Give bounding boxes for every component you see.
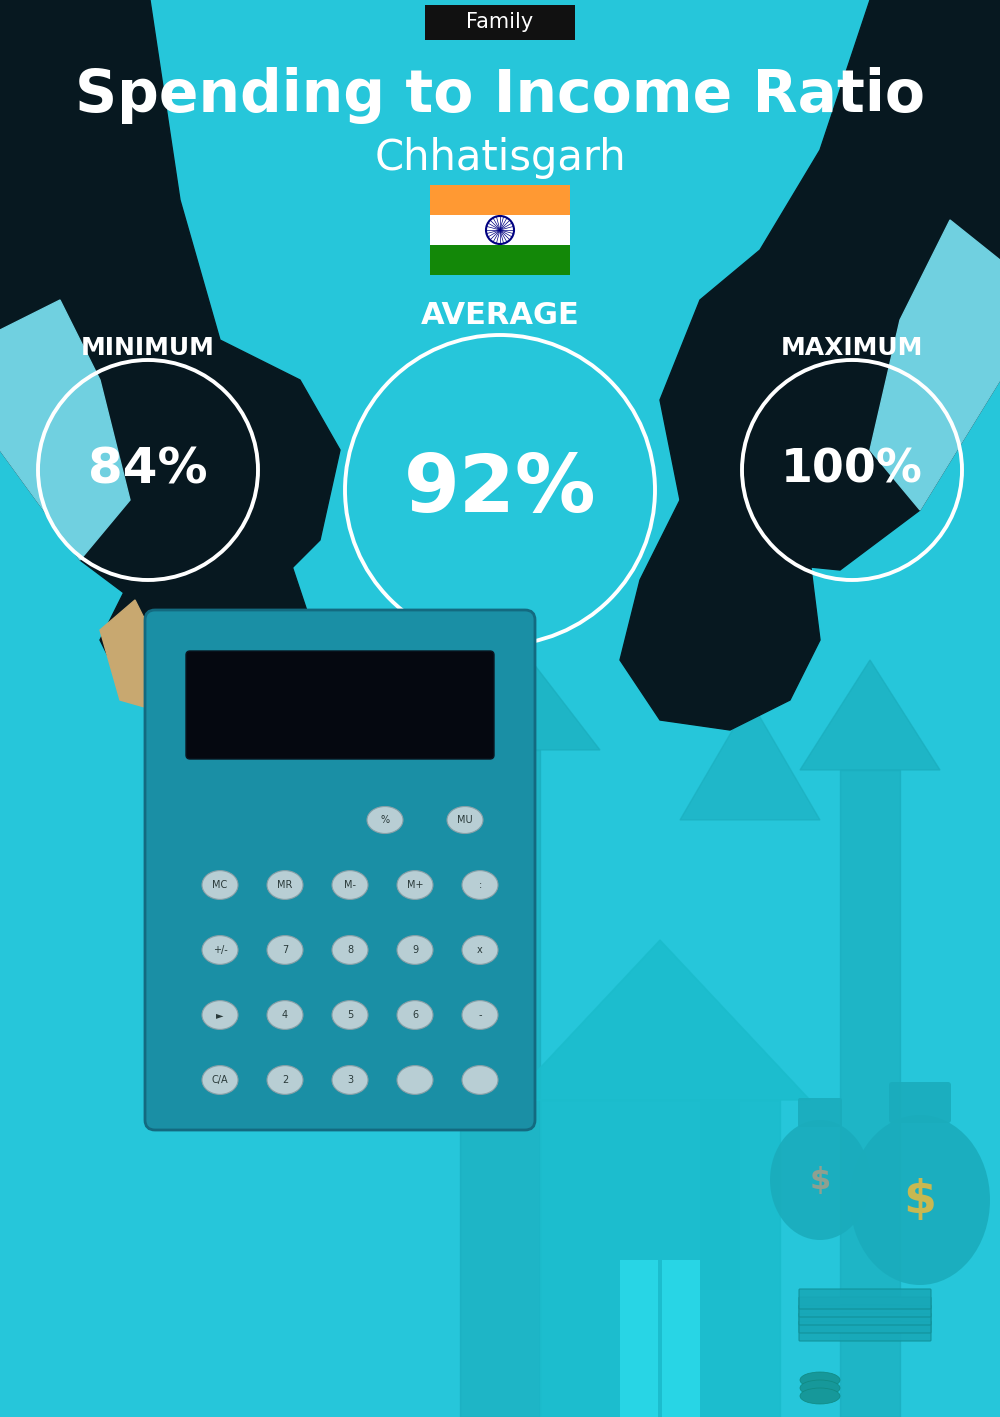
Ellipse shape [267,935,303,965]
FancyBboxPatch shape [620,1260,658,1417]
FancyBboxPatch shape [799,1314,931,1333]
Text: Spending to Income Ratio: Spending to Income Ratio [75,67,925,123]
Text: +/-: +/- [213,945,227,955]
Ellipse shape [447,806,483,833]
FancyBboxPatch shape [145,609,535,1129]
Polygon shape [0,0,340,621]
Ellipse shape [462,935,498,965]
Text: 92%: 92% [404,451,596,529]
Ellipse shape [850,1115,990,1285]
Text: MU: MU [457,815,473,825]
Ellipse shape [462,1000,498,1029]
Text: %: % [380,815,390,825]
FancyBboxPatch shape [662,1260,700,1417]
FancyBboxPatch shape [799,1297,931,1316]
Text: 6: 6 [412,1010,418,1020]
FancyBboxPatch shape [700,1100,740,1289]
Polygon shape [660,0,1000,570]
Polygon shape [840,769,900,1417]
Text: 7: 7 [282,945,288,955]
Ellipse shape [202,870,238,900]
Polygon shape [0,300,130,560]
Text: 8: 8 [347,945,353,955]
Text: 5: 5 [347,1010,353,1020]
Text: 84%: 84% [88,446,208,495]
Ellipse shape [267,870,303,900]
FancyBboxPatch shape [799,1289,931,1309]
Polygon shape [510,939,810,1100]
Ellipse shape [462,870,498,900]
Polygon shape [290,700,470,820]
Text: x: x [477,945,483,955]
FancyBboxPatch shape [889,1083,951,1124]
FancyBboxPatch shape [186,650,494,760]
Polygon shape [460,750,540,1417]
Polygon shape [100,530,310,720]
Text: 3: 3 [347,1076,353,1085]
Ellipse shape [462,1066,498,1094]
Text: ►: ► [216,1010,224,1020]
Text: -: - [478,1010,482,1020]
Text: Chhatisgarh: Chhatisgarh [374,137,626,179]
Ellipse shape [267,1000,303,1029]
Ellipse shape [800,1389,840,1404]
FancyBboxPatch shape [430,186,570,215]
Ellipse shape [332,870,368,900]
FancyBboxPatch shape [799,1305,931,1325]
Ellipse shape [800,1372,840,1389]
FancyBboxPatch shape [799,1321,931,1340]
Ellipse shape [267,1066,303,1094]
Text: MR: MR [277,880,293,890]
Ellipse shape [397,1000,433,1029]
FancyBboxPatch shape [425,6,575,40]
Polygon shape [800,660,940,769]
Ellipse shape [332,1066,368,1094]
FancyBboxPatch shape [798,1098,842,1127]
Polygon shape [400,621,600,750]
Text: 4: 4 [282,1010,288,1020]
Text: MC: MC [212,880,228,890]
Ellipse shape [800,1380,840,1396]
Text: 2: 2 [282,1076,288,1085]
Text: $: $ [904,1178,936,1223]
Text: $: $ [809,1166,831,1195]
FancyBboxPatch shape [430,215,570,245]
Polygon shape [100,599,160,710]
Text: C/A: C/A [212,1076,228,1085]
Text: MINIMUM: MINIMUM [81,336,215,360]
Ellipse shape [202,1000,238,1029]
Polygon shape [870,220,1000,510]
Text: MAXIMUM: MAXIMUM [781,336,923,360]
Ellipse shape [397,935,433,965]
Ellipse shape [367,806,403,833]
Ellipse shape [332,935,368,965]
Text: 9: 9 [412,945,418,955]
Ellipse shape [770,1119,870,1240]
Text: :: : [478,880,482,890]
FancyBboxPatch shape [430,245,570,275]
Text: Family: Family [466,13,534,33]
Ellipse shape [202,935,238,965]
Ellipse shape [397,870,433,900]
Text: M+: M+ [407,880,423,890]
Polygon shape [540,1100,780,1417]
Text: M-: M- [344,880,356,890]
Ellipse shape [332,1000,368,1029]
Polygon shape [680,700,820,820]
Text: 100%: 100% [781,448,923,493]
Ellipse shape [397,1066,433,1094]
Polygon shape [620,500,820,730]
Ellipse shape [202,1066,238,1094]
Text: AVERAGE: AVERAGE [421,300,579,330]
